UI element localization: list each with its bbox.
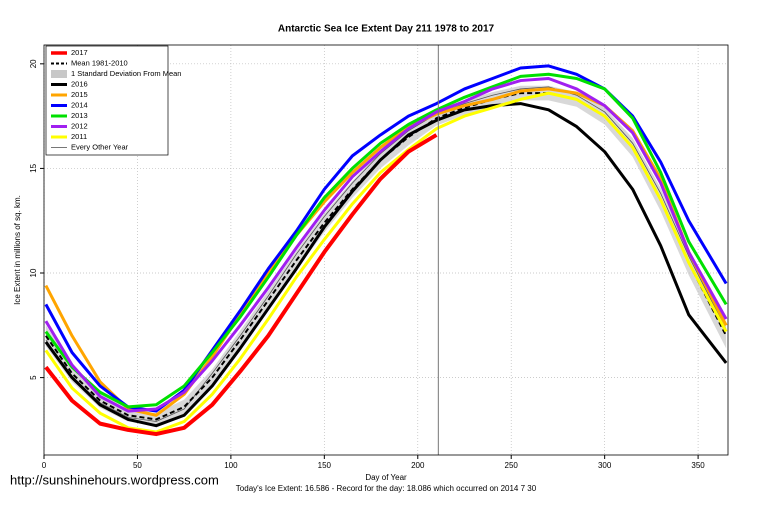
series-line: [44, 102, 728, 428]
legend-label: 2017: [71, 48, 88, 57]
x-tick-label: 0: [42, 461, 47, 470]
x-tick-label: 50: [133, 461, 142, 470]
plot-area: [44, 64, 728, 437]
series-line: [44, 133, 438, 437]
legend-label: 2013: [71, 111, 88, 120]
x-tick-label: 350: [691, 461, 705, 470]
legend-label: Mean 1981-2010: [71, 58, 128, 67]
series-line: [45, 86, 727, 422]
x-tick-label: 250: [505, 461, 519, 470]
legend-label: 2014: [71, 100, 88, 109]
legend-label: 2012: [71, 121, 88, 130]
y-axis-label: Ice Extent in millions of sq. km.: [13, 195, 22, 305]
plot-frame: [43, 44, 729, 456]
series-line: [44, 72, 728, 409]
legend-label: 2016: [71, 79, 88, 88]
x-tick-label: 300: [598, 461, 612, 470]
series-line: [44, 76, 728, 413]
y-tick-label: 20: [29, 59, 38, 68]
legend-label: Every Other Year: [71, 142, 129, 151]
series-line: [44, 91, 728, 434]
footer-note: Today's Ice Extent: 16.586 - Record for …: [236, 484, 537, 493]
legend-label: 2015: [71, 90, 88, 99]
x-tick-label: 200: [411, 461, 425, 470]
x-tick-label: 100: [224, 461, 238, 470]
legend-swatch: [51, 70, 67, 78]
x-axis-label: Day of Year: [365, 473, 407, 482]
x-tick-label: 150: [318, 461, 332, 470]
chart-title: Antarctic Sea Ice Extent Day 211 1978 to…: [278, 24, 495, 35]
legend-label: 2011: [71, 132, 87, 141]
y-tick-label: 10: [29, 268, 38, 277]
y-tick-label: 15: [29, 163, 38, 172]
y-tick-label: 5: [29, 375, 38, 380]
legend-label: 1 Standard Deviation From Mean: [71, 69, 181, 78]
watermark: http://sunshinehours.wordpress.com: [10, 472, 219, 487]
